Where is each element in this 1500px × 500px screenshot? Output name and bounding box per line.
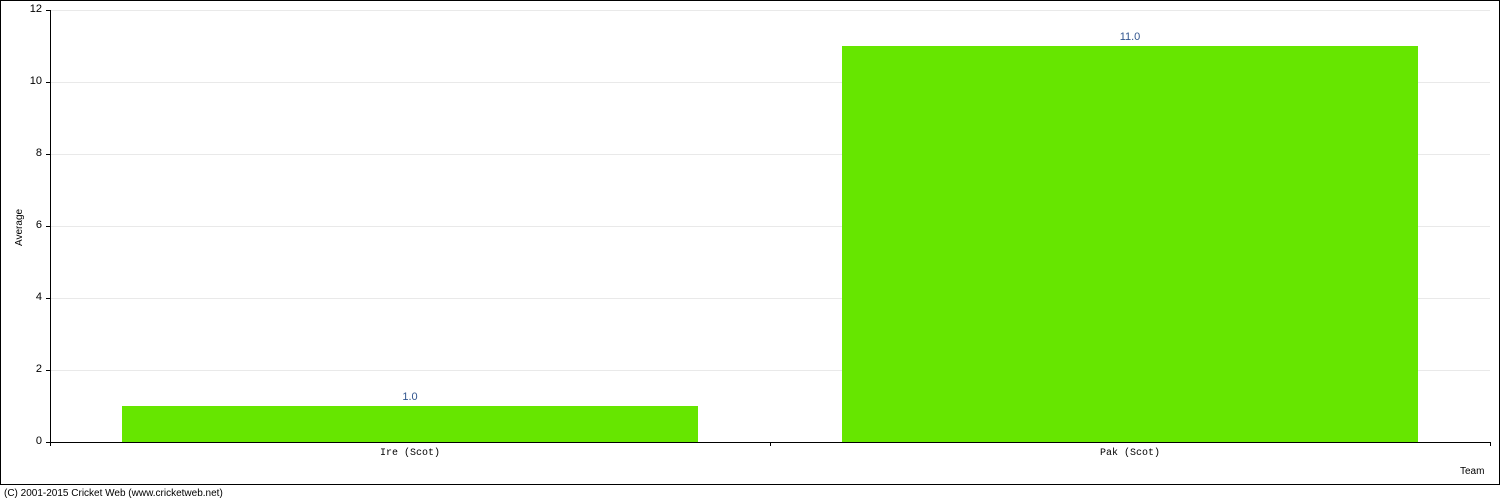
y-axis-line <box>50 10 51 442</box>
y-axis-title: Average <box>14 209 25 246</box>
bar-value-label: 11.0 <box>1100 31 1160 43</box>
y-tick-label: 4 <box>10 291 42 303</box>
x-tick-label: Pak (Scot) <box>1050 448 1210 459</box>
bar <box>122 406 698 442</box>
gridline <box>50 10 1490 11</box>
x-axis-line <box>50 442 1490 443</box>
bar <box>842 46 1418 442</box>
y-tick-label: 2 <box>10 363 42 375</box>
x-tick-label: Ire (Scot) <box>330 448 490 459</box>
x-axis-title: Team <box>1460 466 1490 477</box>
copyright-text: (C) 2001-2015 Cricket Web (www.cricketwe… <box>4 488 223 499</box>
y-tick-label: 0 <box>10 435 42 447</box>
y-tick-label: 10 <box>10 75 42 87</box>
y-tick-label: 8 <box>10 147 42 159</box>
x-tick-mark <box>1490 442 1491 446</box>
bar-value-label: 1.0 <box>380 391 440 403</box>
y-tick-label: 12 <box>10 3 42 15</box>
